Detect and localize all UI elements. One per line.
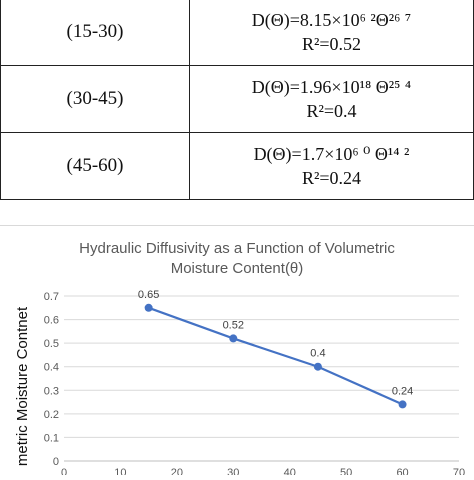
range-cell: (30-45) <box>0 65 190 133</box>
y-tick-label: 0.6 <box>44 315 59 327</box>
y-axis-label: metric Moisture Contnet <box>14 306 31 466</box>
data-label: 0.4 <box>310 348 325 360</box>
data-point <box>229 334 238 343</box>
equation-text: D(Θ)=8.15×10⁶ ²Θ²⁶ ⁷ <box>251 10 412 30</box>
y-tick-label: 0 <box>53 456 59 468</box>
y-tick-label: 0.4 <box>44 362 59 374</box>
data-label: 0.24 <box>392 385 413 397</box>
equation-cell: D(Θ)=8.15×10⁶ ²Θ²⁶ ⁷ R²=0.52 <box>189 0 474 66</box>
series-line <box>148 306 404 406</box>
chart-grid <box>64 295 459 462</box>
r-squared-text: R²=0.24 <box>301 168 362 188</box>
chart-container: Hydraulic Diffusivity as a Function of V… <box>0 225 474 479</box>
y-tick-label: 0.1 <box>44 432 59 444</box>
y-tick-labels: 0 0.1 0.2 0.3 0.4 0.5 0.6 0.7 <box>44 291 59 468</box>
chart-title: Hydraulic Diffusivity as a Function of V… <box>79 240 395 277</box>
equation-cell: D(Θ)=1.7×10⁶ ⁰ Θ¹⁴ ² R²=0.24 <box>189 132 474 200</box>
equation-cell: D(Θ)=1.96×10¹⁸ Θ²⁵ ⁴ R²=0.4 <box>189 65 474 133</box>
chart-title-line: Hydraulic Diffusivity as a Function of V… <box>79 240 395 257</box>
y-tick-label: 0.2 <box>44 409 59 421</box>
equation-table: (15-30) D(Θ)=8.15×10⁶ ²Θ²⁶ ⁷ R²=0.52 (30… <box>0 0 474 200</box>
y-axis-label-group: metric Moisture Contnet <box>14 306 31 466</box>
data-label: 0.65 <box>138 289 159 301</box>
data-point <box>144 303 153 312</box>
range-cell: (45-60) <box>0 132 190 200</box>
line-chart: Hydraulic Diffusivity as a Function of V… <box>14 240 465 479</box>
table-row: (30-45) D(Θ)=1.96×10¹⁸ Θ²⁵ ⁴ R²=0.4 <box>0 65 474 133</box>
data-point <box>313 362 322 371</box>
equation-text: D(Θ)=1.7×10⁶ ⁰ Θ¹⁴ ² <box>253 144 410 164</box>
x-tick-label: 0 <box>61 467 67 475</box>
r-squared-text: R²=0.4 <box>306 101 357 121</box>
y-tick-label: 0.5 <box>44 338 59 350</box>
equation-text: D(Θ)=1.96×10¹⁸ Θ²⁵ ⁴ <box>251 77 412 97</box>
series-group: 0.65 0.52 0.4 0.24 <box>138 289 413 409</box>
range-cell: (15-30) <box>0 0 190 66</box>
r-squared-text: R²=0.52 <box>301 34 362 54</box>
table-row: (45-60) D(Θ)=1.7×10⁶ ⁰ Θ¹⁴ ² R²=0.24 <box>0 132 474 200</box>
y-tick-label: 0.3 <box>44 385 59 397</box>
chart-title-line: Moisture Content(θ) <box>171 260 304 277</box>
data-label: 0.52 <box>223 319 244 331</box>
y-tick-label: 0.7 <box>44 291 59 303</box>
table-row: (15-30) D(Θ)=8.15×10⁶ ²Θ²⁶ ⁷ R²=0.52 <box>0 0 474 66</box>
data-point <box>398 400 407 409</box>
